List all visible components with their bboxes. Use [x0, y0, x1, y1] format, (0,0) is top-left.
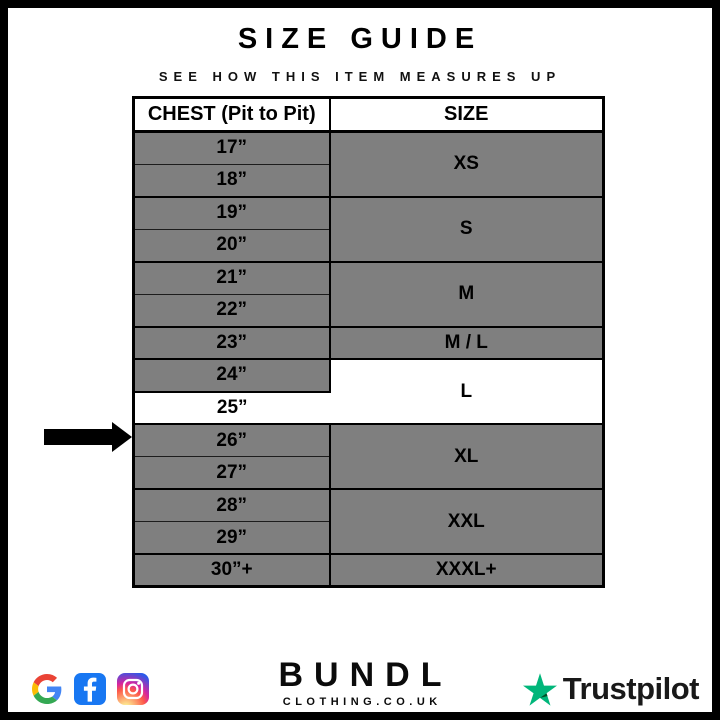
chest-cell: 24”	[133, 358, 331, 392]
chest-column-header: CHEST (Pit to Pit)	[133, 97, 331, 133]
row-pointer-arrow-icon	[44, 422, 132, 452]
size-table-wrap: CHEST (Pit to Pit) SIZE 17” XS 18” 19” S 20” 2…	[132, 96, 605, 588]
table-row: 25”	[133, 390, 604, 424]
facebook-icon	[74, 673, 106, 705]
chest-cell: 25”	[133, 390, 330, 424]
brand-logo: BUNDL CLOTHING.CO.UK	[279, 656, 442, 708]
chest-cell: 18”	[133, 163, 331, 197]
chest-cell: 30”+	[133, 553, 331, 587]
brand-domain: CLOTHING.CO.UK	[282, 696, 442, 708]
brand-name: BUNDL	[278, 656, 453, 694]
size-cell: S	[329, 195, 604, 262]
size-cell: M	[329, 260, 604, 327]
size-cell: M / L	[329, 325, 604, 359]
chest-cell: 29”	[133, 521, 331, 554]
google-icon	[31, 673, 63, 705]
size-cell: XXL	[329, 488, 604, 554]
size-cell: L	[329, 358, 604, 424]
size-cell: XXXL+	[329, 553, 604, 587]
page-header: SIZE GUIDE SEE HOW THIS ITEM MEASURES UP	[8, 8, 712, 84]
size-column-header: SIZE	[329, 97, 604, 133]
trustpilot-star-icon	[522, 672, 557, 706]
table-row: 20”	[133, 228, 604, 262]
chest-cell: 27”	[133, 456, 331, 489]
size-table-body: 17” XS 18” 19” S 20” 21” M 22” 23” M / L 24” L 25” 26”…	[133, 130, 604, 587]
chest-cell: 22”	[133, 293, 331, 327]
chest-cell: 26”	[133, 423, 331, 457]
table-row: 21” M	[133, 260, 604, 327]
size-table: CHEST (Pit to Pit) SIZE 17” XS 18” 19” S 20” 2…	[132, 96, 605, 588]
chest-cell: 23”	[133, 325, 331, 359]
trustpilot-wordmark: Trustpilot	[562, 671, 700, 706]
size-cell: XS	[329, 130, 604, 197]
chest-cell: 21”	[133, 260, 331, 294]
table-row: 30”+ XXXL+	[133, 553, 604, 587]
table-row: 26” XL	[133, 423, 604, 489]
table-row: 24” L	[133, 358, 604, 424]
social-icons	[31, 673, 149, 705]
table-row: 17” XS	[133, 130, 604, 197]
chest-cell: 19”	[133, 195, 331, 229]
page-subtitle: SEE HOW THIS ITEM MEASURES UP	[158, 69, 562, 84]
chest-cell: 20”	[133, 228, 331, 262]
table-header-row: CHEST (Pit to Pit) SIZE	[133, 97, 604, 133]
table-row: 28” XXL	[133, 488, 604, 554]
table-row: 23” M / L	[133, 325, 604, 359]
table-row: 29”	[133, 521, 604, 554]
chest-cell: 28”	[133, 488, 331, 522]
trustpilot-logo: Trustpilot	[522, 671, 700, 707]
table-row: 19” S	[133, 195, 604, 262]
table-row: 18”	[133, 163, 604, 197]
table-row: 27”	[133, 456, 604, 489]
size-cell: XL	[329, 423, 604, 489]
chest-cell: 17”	[133, 130, 331, 164]
table-row: 22”	[133, 293, 604, 327]
instagram-icon	[117, 673, 149, 705]
arrow-shaft	[44, 429, 113, 445]
arrow-head	[112, 422, 132, 452]
page-title: SIZE GUIDE	[237, 23, 483, 55]
